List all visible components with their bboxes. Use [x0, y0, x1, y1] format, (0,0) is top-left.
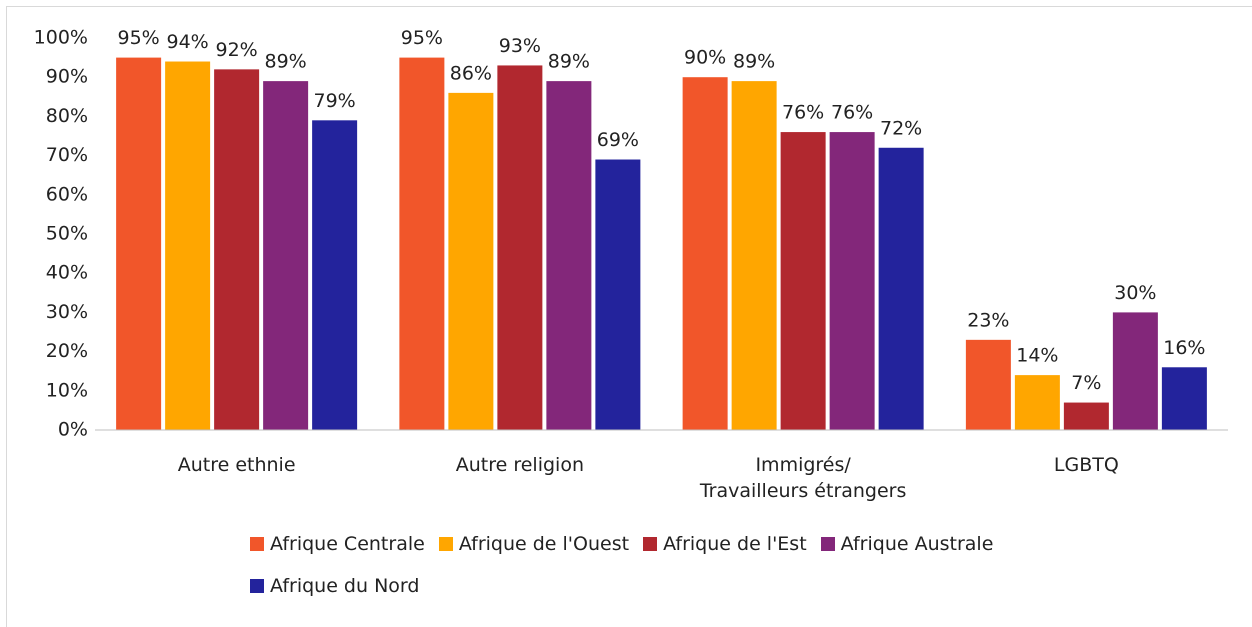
- bar: [731, 81, 777, 431]
- data-label: 79%: [314, 90, 356, 112]
- y-tick-label: 10%: [46, 379, 88, 401]
- legend-swatch: [820, 537, 835, 551]
- bar: [1063, 402, 1109, 430]
- data-label: 23%: [967, 309, 1009, 331]
- bar: [165, 61, 211, 431]
- legend-item: Afrique Centrale: [250, 533, 425, 555]
- bar: [682, 77, 728, 430]
- data-label: 72%: [880, 117, 922, 139]
- x-tick-label: Autre religion: [455, 454, 584, 476]
- bar: [1014, 375, 1060, 430]
- y-tick-label: 60%: [46, 183, 88, 205]
- x-tick-label: Autre ethnie: [177, 454, 296, 476]
- data-label: 86%: [450, 62, 492, 84]
- legend: Afrique Centrale Afrique de l'Ouest Afriqu…: [250, 533, 1010, 597]
- bar: [1161, 367, 1207, 430]
- bar: [546, 81, 592, 431]
- y-tick-label: 70%: [46, 144, 88, 166]
- bar: [214, 69, 260, 431]
- bar: [312, 120, 358, 430]
- legend-swatch: [438, 537, 453, 551]
- data-label: 92%: [216, 39, 258, 61]
- legend-label: Afrique de l'Est: [663, 533, 807, 555]
- x-tick-label: LGBTQ: [1053, 454, 1119, 476]
- bar: [965, 339, 1011, 430]
- data-label: 95%: [118, 27, 160, 49]
- bar: [878, 147, 924, 430]
- data-label: 93%: [499, 35, 541, 57]
- legend-label: Afrique de l'Ouest: [458, 533, 630, 555]
- data-label: 76%: [831, 102, 873, 124]
- bar: [399, 57, 445, 430]
- data-label: 16%: [1163, 337, 1205, 359]
- bar: [448, 92, 494, 430]
- bar: [829, 132, 875, 430]
- y-tick-label: 90%: [46, 66, 88, 88]
- data-label: 95%: [401, 27, 443, 49]
- legend-swatch: [250, 579, 264, 593]
- bar: [497, 65, 543, 430]
- legend-item: Afrique Australe: [820, 533, 994, 555]
- data-label: 90%: [684, 47, 726, 69]
- legend-swatch: [250, 537, 264, 551]
- data-label: 69%: [597, 129, 639, 151]
- bar: [780, 132, 826, 430]
- legend-label: Afrique Centrale: [270, 533, 425, 555]
- bar: [595, 159, 641, 430]
- y-tick-label: 100%: [34, 27, 88, 49]
- data-label: 89%: [733, 51, 775, 73]
- bar: [116, 57, 162, 430]
- legend-item: Afrique de l'Ouest: [438, 533, 630, 555]
- legend-item: Afrique de l'Est: [643, 533, 807, 555]
- y-tick-label: 20%: [46, 340, 88, 362]
- y-tick-label: 80%: [46, 105, 88, 127]
- legend-item: Afrique du Nord: [250, 575, 419, 597]
- data-label: 94%: [167, 31, 209, 53]
- data-label: 89%: [548, 51, 590, 73]
- data-label: 76%: [782, 102, 824, 124]
- legend-label: Afrique Australe: [840, 533, 994, 555]
- x-tick-label: Immigrés/ Travailleurs étrangers: [699, 454, 907, 502]
- data-label: 14%: [1016, 345, 1058, 367]
- y-tick-label: 40%: [46, 262, 88, 284]
- data-label: 7%: [1071, 372, 1101, 394]
- y-tick-label: 0%: [58, 419, 88, 441]
- legend-label: Afrique du Nord: [270, 575, 420, 597]
- data-label: 30%: [1114, 282, 1156, 304]
- legend-swatch: [643, 537, 658, 551]
- data-label: 89%: [265, 51, 307, 73]
- chart-border: [6, 6, 1252, 627]
- bar: [1112, 312, 1158, 430]
- y-tick-label: 30%: [46, 301, 88, 323]
- y-tick-label: 50%: [46, 223, 88, 245]
- bar: [263, 81, 309, 431]
